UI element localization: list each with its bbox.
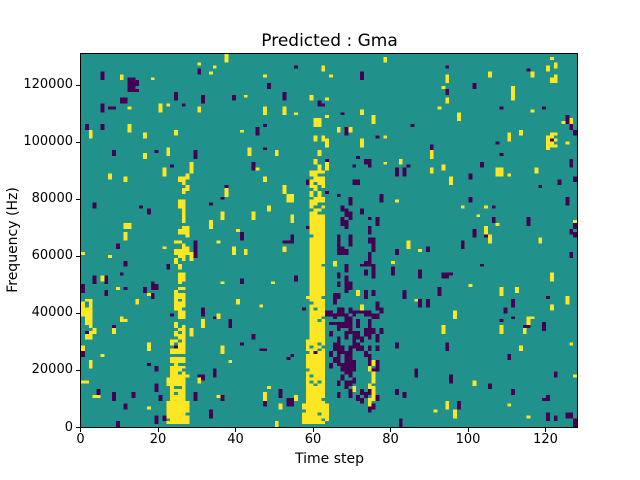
heatmap-canvas [81,54,577,427]
y-tick-mark [76,84,80,86]
x-tick-label: 100 [455,432,481,447]
x-tick-label: 60 [304,432,322,447]
x-tick-mark [545,428,546,432]
y-tick-mark [76,255,80,257]
x-tick-label: 120 [533,432,558,447]
y-tick-mark [76,312,80,314]
y-tick-label: 20000 [31,362,73,378]
x-tick-mark [312,428,314,432]
y-tick-mark [76,427,80,428]
x-tick-mark [390,428,391,432]
x-tick-label: 0 [76,432,85,447]
x-tick-mark [235,428,236,432]
y-tick-label: 0 [64,419,73,435]
y-tick-label: 60000 [31,248,73,264]
x-axis-label: Time step [295,451,364,467]
x-tick-mark [80,428,81,432]
x-tick-label: 40 [227,432,244,447]
y-tick-mark [76,369,80,371]
plot-area [80,53,578,428]
x-tick-label: 20 [149,432,167,447]
y-tick-label: 40000 [31,305,73,321]
x-tick-mark [157,428,159,432]
x-tick-label: 80 [382,432,399,447]
y-tick-mark [76,141,80,143]
x-tick-mark [467,428,469,432]
y-tick-label: 80000 [31,191,73,207]
y-tick-label: 120000 [23,77,73,93]
y-tick-label: 100000 [23,134,73,150]
y-tick-mark [76,198,80,200]
chart-title: Predicted : Gma [261,31,398,51]
